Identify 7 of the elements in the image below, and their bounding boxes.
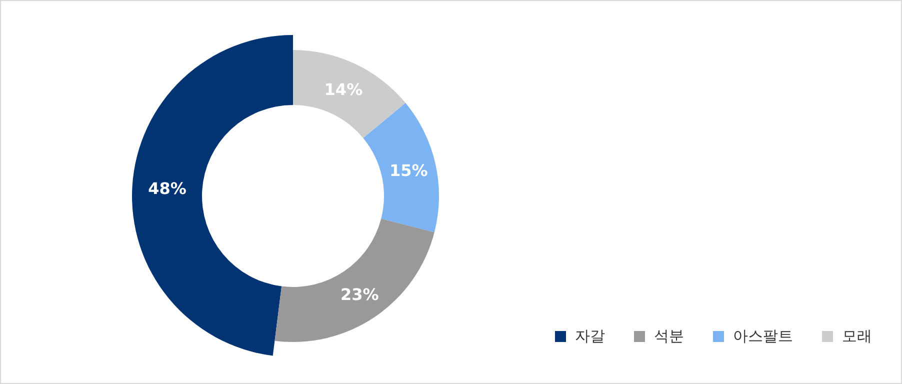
data-label: 15% — [390, 161, 428, 180]
data-label: 23% — [340, 285, 379, 304]
legend-label: 아스팔트 — [733, 327, 793, 345]
legend-label: 석분 — [654, 327, 684, 345]
data-label: 48% — [148, 179, 186, 198]
legend-label: 모래 — [842, 327, 872, 345]
legend-label: 자갈 — [575, 327, 605, 345]
